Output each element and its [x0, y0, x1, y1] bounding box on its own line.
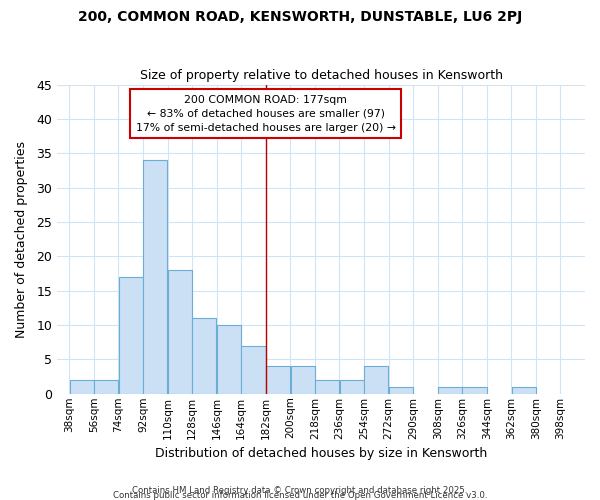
Bar	[217, 325, 241, 394]
Bar	[512, 387, 536, 394]
Y-axis label: Number of detached properties: Number of detached properties	[15, 140, 28, 338]
Bar	[315, 380, 339, 394]
Text: 200 COMMON ROAD: 177sqm
← 83% of detached houses are smaller (97)
17% of semi-de: 200 COMMON ROAD: 177sqm ← 83% of detache…	[136, 95, 396, 133]
Bar	[463, 387, 487, 394]
Bar	[193, 318, 217, 394]
Bar	[70, 380, 94, 394]
Title: Size of property relative to detached houses in Kensworth: Size of property relative to detached ho…	[140, 69, 503, 82]
Bar	[389, 387, 413, 394]
Bar	[266, 366, 290, 394]
Bar	[438, 387, 462, 394]
Bar	[143, 160, 167, 394]
Bar	[94, 380, 118, 394]
Bar	[340, 380, 364, 394]
Bar	[364, 366, 388, 394]
Bar	[119, 277, 143, 394]
Text: Contains public sector information licensed under the Open Government Licence v3: Contains public sector information licen…	[113, 491, 487, 500]
Bar	[290, 366, 314, 394]
X-axis label: Distribution of detached houses by size in Kensworth: Distribution of detached houses by size …	[155, 447, 487, 460]
Text: Contains HM Land Registry data © Crown copyright and database right 2025.: Contains HM Land Registry data © Crown c…	[132, 486, 468, 495]
Bar	[241, 346, 266, 394]
Text: 200, COMMON ROAD, KENSWORTH, DUNSTABLE, LU6 2PJ: 200, COMMON ROAD, KENSWORTH, DUNSTABLE, …	[78, 10, 522, 24]
Bar	[168, 270, 192, 394]
